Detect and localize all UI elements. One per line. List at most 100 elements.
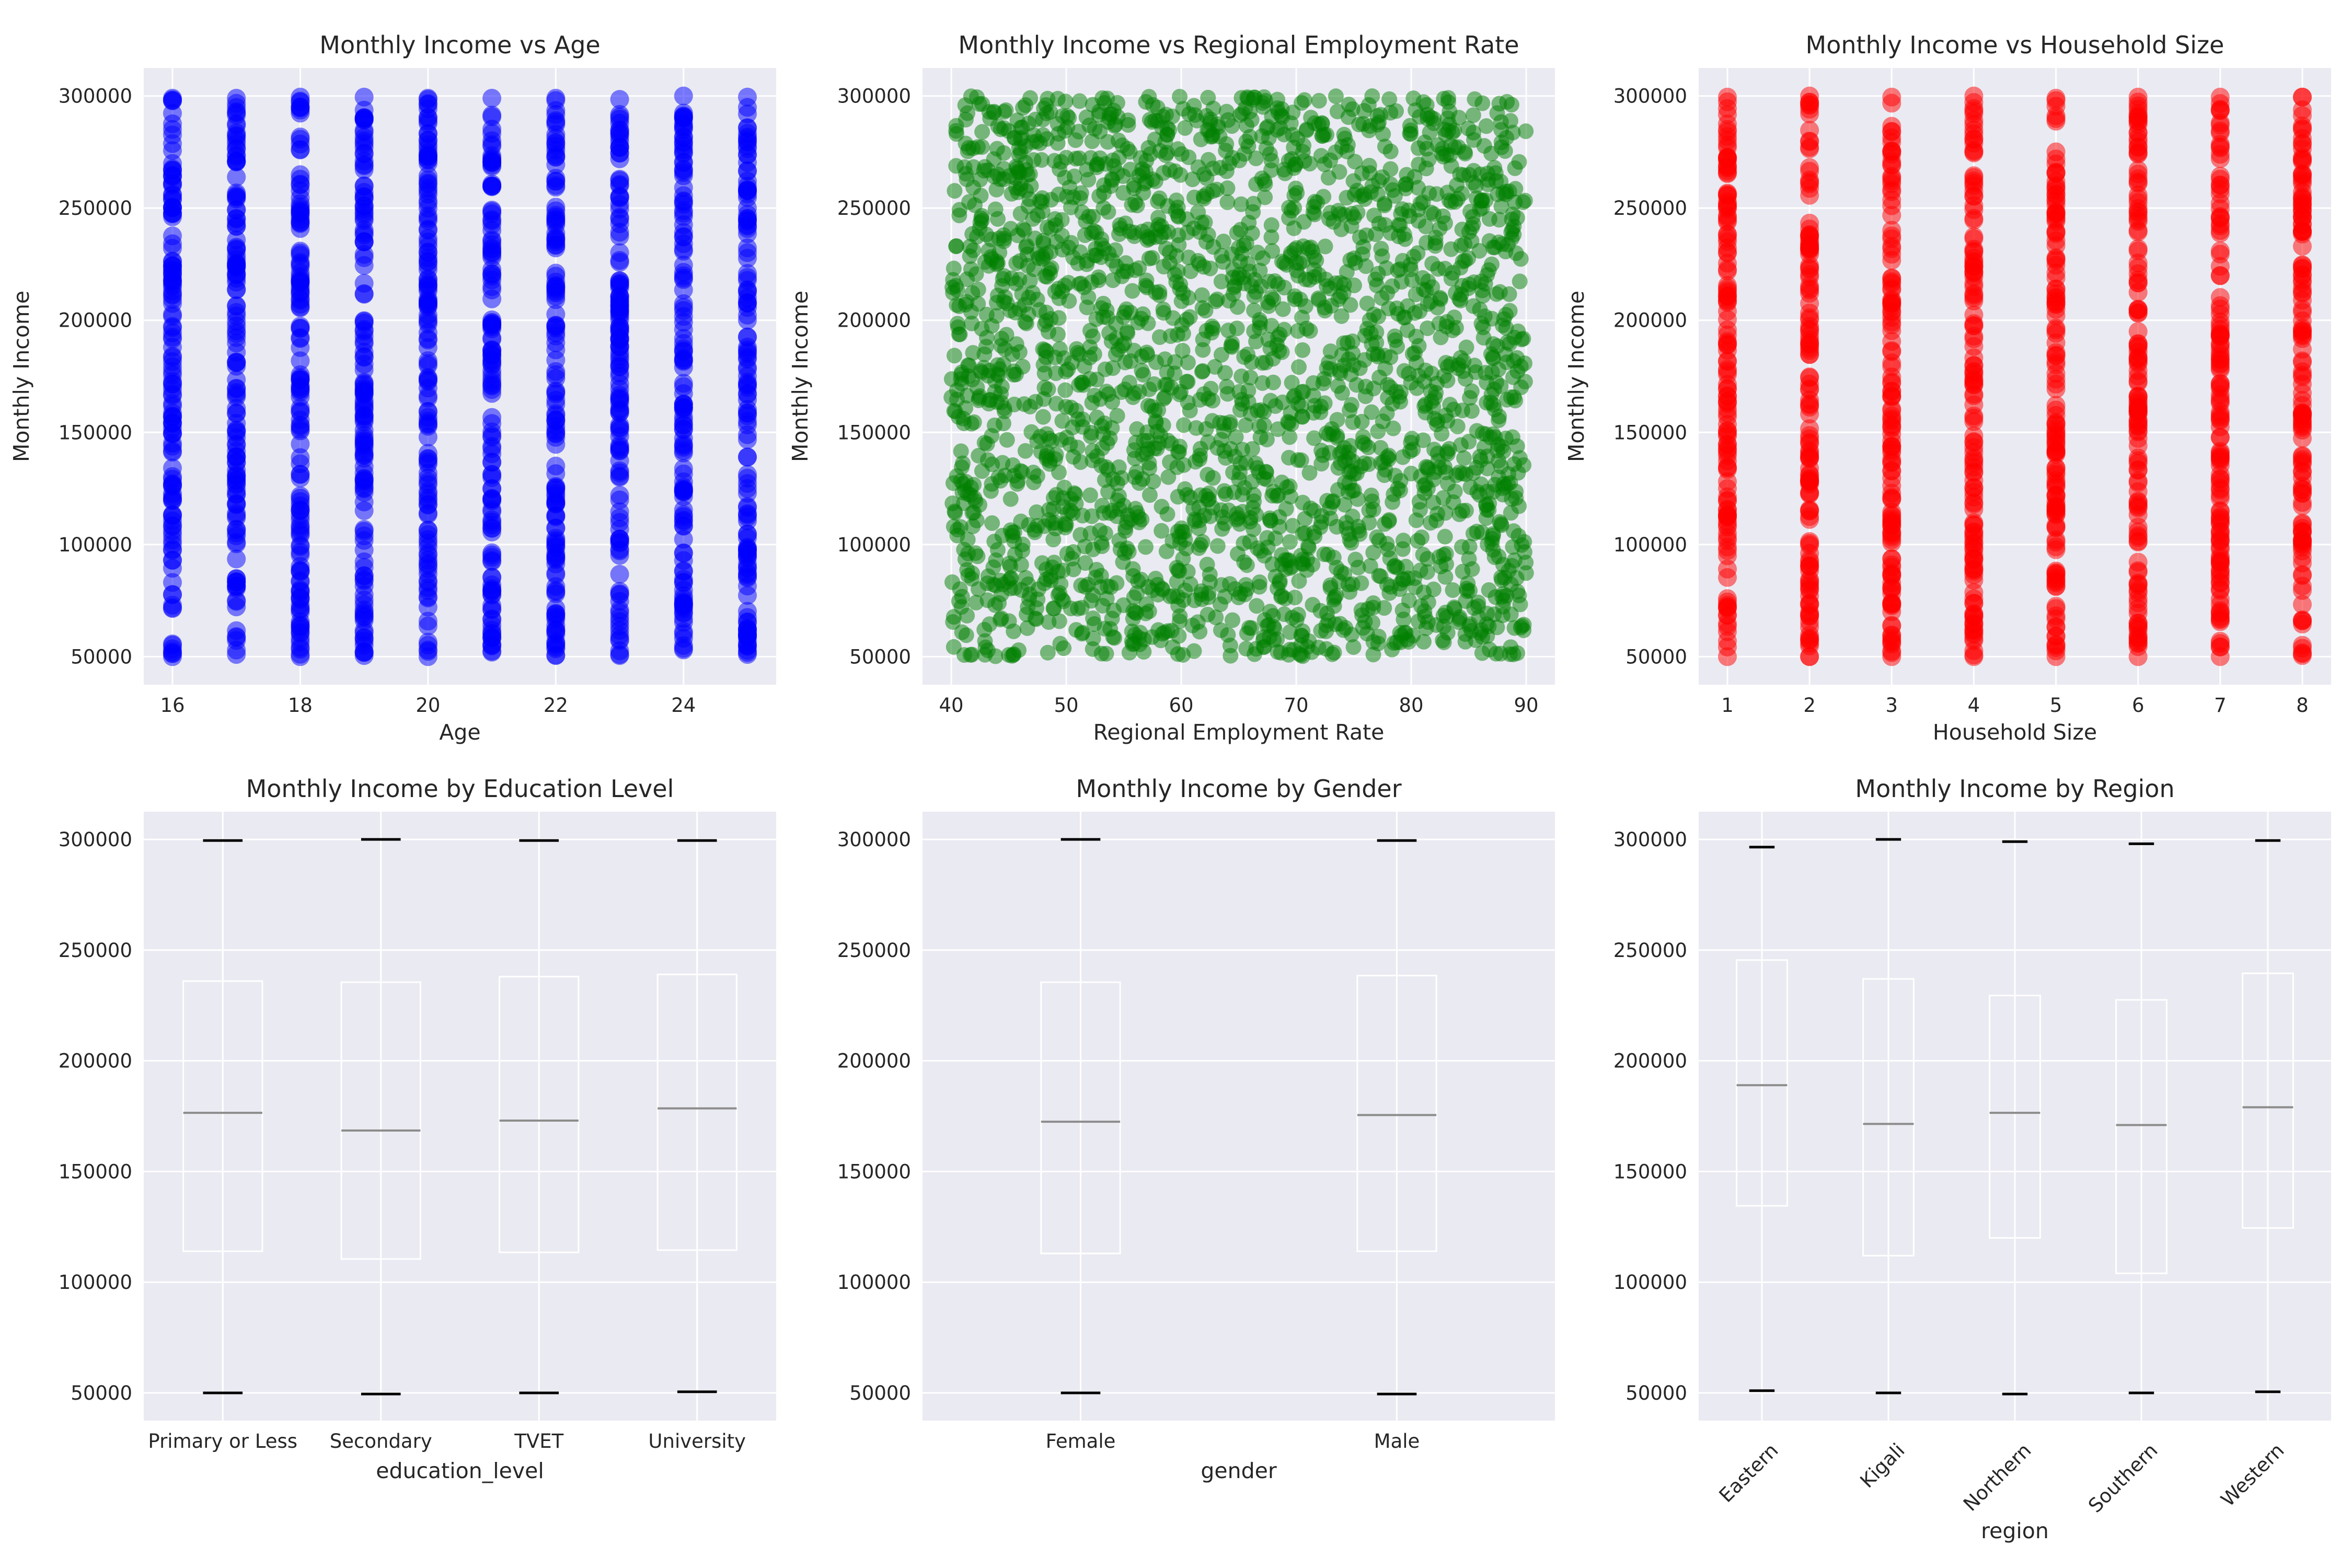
scatter-point xyxy=(418,371,437,390)
scatter-point xyxy=(1355,429,1371,445)
scatter-point xyxy=(1491,548,1507,564)
x-axis-label: Age xyxy=(439,720,480,745)
scatter-point xyxy=(960,105,976,121)
scatter-point xyxy=(418,402,437,421)
scatter-point xyxy=(964,315,980,331)
scatter-point xyxy=(1428,375,1445,391)
scatter-point xyxy=(1321,211,1338,227)
scatter-point xyxy=(1051,613,1067,629)
scatter-point xyxy=(1141,381,1157,397)
scatter-point xyxy=(354,400,374,420)
scatter-point xyxy=(1033,194,1050,211)
scatter-point xyxy=(1071,93,1088,109)
scatter-point xyxy=(1718,276,1737,295)
scatter-point xyxy=(738,430,757,449)
scatter-point xyxy=(2210,221,2230,240)
scatter-point xyxy=(1473,452,1489,468)
scatter-point xyxy=(1287,590,1303,606)
scatter-point xyxy=(1219,194,1236,210)
scatter-point xyxy=(1337,453,1353,469)
scatter-point xyxy=(610,441,629,460)
scatter-point xyxy=(2128,334,2148,353)
scatter-point xyxy=(354,501,374,521)
scatter-point xyxy=(973,188,989,204)
scatter-point xyxy=(1364,404,1380,420)
scatter-point xyxy=(1964,583,1984,602)
scatter-point xyxy=(1192,537,1208,553)
scatter-point xyxy=(1479,267,1495,283)
scatter-point xyxy=(1227,581,1243,597)
scatter-point xyxy=(2046,442,2066,461)
scatter-point xyxy=(2128,210,2148,229)
scatter-point xyxy=(291,448,310,467)
scatter-point xyxy=(227,312,246,331)
scatter-point xyxy=(1148,354,1165,370)
scatter-point xyxy=(674,117,693,136)
scatter-column xyxy=(2128,87,2148,666)
scatter-point xyxy=(1478,510,1494,526)
scatter-point xyxy=(969,89,985,106)
scatter-point xyxy=(2210,287,2230,307)
scatter-point xyxy=(1417,396,1434,412)
scatter-point xyxy=(1494,236,1511,252)
scatter-point xyxy=(1800,449,1819,468)
scatter-point xyxy=(1099,578,1115,594)
scatter-point xyxy=(1498,183,1514,200)
scatter-point xyxy=(227,187,246,206)
scatter-point xyxy=(1718,597,1737,617)
scatter-point xyxy=(610,616,629,636)
scatter-point xyxy=(354,156,374,176)
scatter-point xyxy=(1456,450,1472,466)
scatter-point xyxy=(1029,292,1045,308)
scatter-point xyxy=(1041,512,1057,528)
scatter-point xyxy=(1392,261,1408,277)
scatter-point xyxy=(2293,299,2312,319)
scatter-point xyxy=(1186,511,1203,527)
scatter-point xyxy=(948,158,964,174)
scatter-point xyxy=(968,266,984,282)
scatter-point xyxy=(1319,278,1335,294)
scatter-point xyxy=(2293,259,2312,278)
scatter-point xyxy=(1371,568,1387,584)
scatter-point xyxy=(1478,118,1494,134)
scatter-point xyxy=(987,648,1004,664)
scatter-point xyxy=(610,214,629,234)
scatter-point xyxy=(979,329,995,345)
scatter-point xyxy=(610,295,629,315)
scatter-point xyxy=(1179,211,1195,227)
scatter-point xyxy=(2128,647,2148,666)
y-tick-label: 200000 xyxy=(1613,309,1687,332)
scatter-point xyxy=(1445,582,1461,598)
scatter-point xyxy=(354,190,374,209)
plot-area xyxy=(144,812,776,1421)
scatter-point xyxy=(1362,118,1378,134)
scatter-point xyxy=(1415,633,1432,650)
scatter-point xyxy=(1068,402,1084,419)
scatter-point xyxy=(1221,155,1238,171)
scatter-point xyxy=(1412,562,1428,579)
scatter-point xyxy=(1120,141,1136,157)
scatter-point xyxy=(2128,401,2148,420)
scatter-point xyxy=(1382,161,1399,177)
scatter-point xyxy=(1458,502,1474,518)
scatter-point xyxy=(354,320,374,339)
scatter-point xyxy=(1364,88,1380,105)
scatter-point xyxy=(1276,255,1293,271)
scatter-point xyxy=(354,273,374,293)
scatter-point xyxy=(1964,86,1984,106)
scatter-point xyxy=(354,100,374,120)
scatter-point xyxy=(1097,95,1113,111)
scatter-point xyxy=(1023,424,1040,440)
scatter-point xyxy=(1060,361,1076,377)
scatter-point xyxy=(989,141,1005,157)
scatter-point xyxy=(1324,421,1340,437)
scatter-point xyxy=(610,90,629,109)
scatter-point xyxy=(1063,601,1079,617)
scatter-point xyxy=(1081,117,1098,133)
scatter-point xyxy=(1240,383,1256,399)
scatter-point xyxy=(947,183,963,199)
scatter-point xyxy=(1399,167,1415,183)
scatter-point xyxy=(1106,158,1122,174)
scatter-point xyxy=(1435,490,1451,506)
scatter-point xyxy=(2210,612,2230,631)
